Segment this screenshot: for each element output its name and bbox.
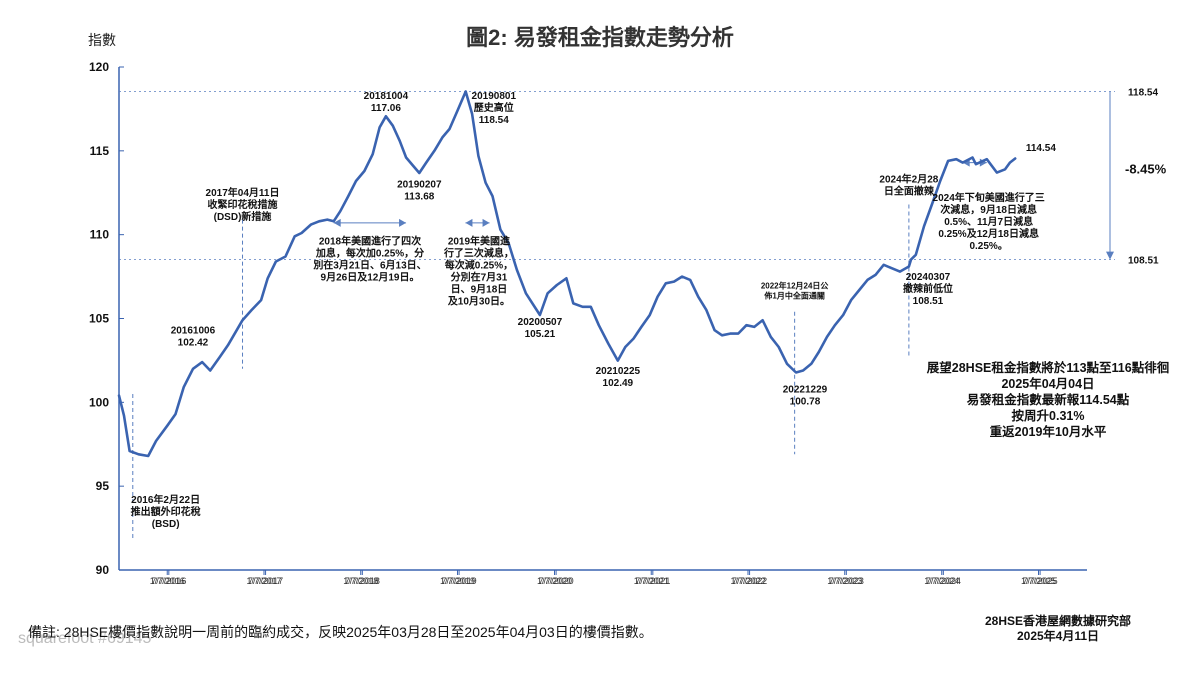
source-line-1: 28HSE香港屋網數據研究部 xyxy=(985,614,1132,628)
annotation-text: 102.49 xyxy=(603,378,634,389)
annotation-text: 114.54 xyxy=(1026,143,1056,154)
footnote: 備註: 28HSE樓價指數說明一周前的臨約成交，反映2025年03月28日至20… xyxy=(28,624,653,640)
annotation-text: 2024年2月28 xyxy=(879,173,938,186)
outlook-summary: 展望28HSE租金指數將於113點至116點徘徊 2025年04月04日 易發租… xyxy=(918,360,1178,440)
annotation-text: 117.06 xyxy=(371,103,401,114)
x-tick-label: 1/7/2021 xyxy=(634,576,669,586)
annotation-text: 撤辣前低位 xyxy=(903,282,953,295)
annotation-text: 2019年美國進 xyxy=(448,235,511,248)
x-tick-label: 1/7/2023 xyxy=(827,576,862,586)
reference-line-label: 118.54 xyxy=(1128,87,1158,98)
span-arrow-right xyxy=(482,218,490,227)
change-arrow-head xyxy=(1106,251,1114,260)
span-arrow-right xyxy=(399,218,407,227)
x-tick-label: 7/7/2018 xyxy=(345,576,380,586)
annotation-text: 0.25%。 xyxy=(969,241,1007,252)
annotation-text: 118.54 xyxy=(479,115,509,126)
summary-line-5: 重返2019年10月水平 xyxy=(989,425,1107,439)
x-tick-label: 7/7/2017 xyxy=(248,576,283,586)
annotation-text: 20221229 xyxy=(783,384,828,395)
y-tick-label: 90 xyxy=(96,563,110,577)
x-tick-label: 7/7/2021 xyxy=(635,576,670,586)
x-tick-label: 7/7/2023 xyxy=(829,576,864,586)
annotation-text: 2016年2月22日 xyxy=(131,493,200,506)
x-tick-label: 1/7/2020 xyxy=(537,576,572,586)
x-tick-label: 7/7/2024 xyxy=(926,576,961,586)
annotation-text: 20210225 xyxy=(596,366,641,377)
annotation-text: 20181004 xyxy=(364,91,409,102)
span-arrow-left xyxy=(333,218,341,227)
x-tick-label: 7/7/2022 xyxy=(732,576,767,586)
annotation-text: 2018年美國進行了四次 xyxy=(319,235,421,248)
annotation-text: 別在3月21日、6月13日、 xyxy=(312,259,426,272)
source-credit: 28HSE香港屋網數據研究部 2025年4月11日 xyxy=(985,614,1131,644)
chart-title: 圖2: 易發租金指數走勢分析 xyxy=(466,25,734,50)
annotation-text: 日、9月18日 xyxy=(451,284,508,296)
annotation-text: 佈1月中全面通關 xyxy=(763,290,824,300)
annotation-text: 20190207 xyxy=(397,180,442,191)
x-tick-label: 1/7/2019 xyxy=(440,576,475,586)
annotation-text: 2022年12月24日公 xyxy=(761,280,829,290)
y-tick-label: 95 xyxy=(96,479,110,493)
x-tick-label: 1/7/2022 xyxy=(730,576,765,586)
y-tick-label: 105 xyxy=(89,312,109,326)
annotation-text: 2024年下旬美國進行了三 xyxy=(933,191,1045,204)
summary-line-4: 按周升0.31% xyxy=(1011,409,1085,423)
x-tick-label: 7/7/2025 xyxy=(1023,576,1058,586)
annotation-text: 100.78 xyxy=(790,396,821,407)
y-tick-label: 120 xyxy=(89,60,109,74)
x-tick-label: 7/7/2016 xyxy=(151,576,186,586)
x-tick-label: 7/7/2020 xyxy=(539,576,574,586)
source-line-2: 2025年4月11日 xyxy=(1016,629,1100,643)
reference-line-label: 108.51 xyxy=(1128,256,1159,267)
annotation-text: 每次減0.25%， xyxy=(445,259,513,272)
annotation-text: 加息，每次加0.25%，分 xyxy=(315,247,424,260)
change-percent-label: -8.45% xyxy=(1125,162,1167,177)
annotation-text: 20240307 xyxy=(906,272,951,283)
annotation-text: 108.51 xyxy=(913,296,944,307)
summary-line-2: 2025年04月04日 xyxy=(1001,377,1095,391)
y-tick-label: 100 xyxy=(89,395,109,409)
annotation-text: 113.68 xyxy=(404,192,434,203)
y-tick-label: 115 xyxy=(90,144,110,158)
annotation-text: 0.25%及12月18日減息 xyxy=(938,227,1039,240)
span-arrow-left xyxy=(465,218,473,227)
annotation-text: 2017年04月11日 xyxy=(206,186,280,199)
x-tick-label: 1/7/2025 xyxy=(1021,576,1056,586)
annotation-text: 20190801 xyxy=(472,91,517,102)
y-axis-label: 指數 xyxy=(88,32,116,48)
annotation-text: (BSD) xyxy=(152,519,180,530)
summary-line-3: 易發租金指數最新報114.54點 xyxy=(966,393,1130,407)
annotation-text: (DSD)新措施 xyxy=(214,210,272,223)
x-tick-label: 1/7/2018 xyxy=(343,576,378,586)
annotation-text: 9月26日及12月19日。 xyxy=(321,272,420,284)
annotation-text: 105.21 xyxy=(525,329,556,340)
annotation-text: 102.42 xyxy=(178,338,209,349)
x-tick-label: 1/7/2024 xyxy=(924,576,959,586)
annotation-text: 次減息，9月18日減息 xyxy=(940,203,1037,216)
watermark: squarefoot #69145 xyxy=(18,630,152,647)
annotation-text: 日全面撤辣 xyxy=(884,185,935,198)
annotation-text: 分別在7月31 xyxy=(451,271,508,284)
annotation-text: 及10月30日。 xyxy=(448,296,510,308)
annotation-text: 歷史高位 xyxy=(474,101,514,114)
y-tick-label: 110 xyxy=(90,228,110,242)
x-tick-label: 1/7/2017 xyxy=(246,576,281,586)
annotation-text: 20161006 xyxy=(171,326,216,337)
annotation-text: 收緊印花稅措施 xyxy=(208,198,278,211)
annotation-text: 0.5%、11月7日減息 xyxy=(944,215,1033,228)
x-tick-label: 1/7/2016 xyxy=(150,576,185,586)
summary-line-1: 展望28HSE租金指數將於113點至116點徘徊 xyxy=(926,361,1170,375)
rent-index-line xyxy=(117,90,1017,458)
annotation-text: 行了三次減息， xyxy=(443,247,514,260)
x-tick-label: 7/7/2019 xyxy=(442,576,477,586)
annotation-text: 20200507 xyxy=(518,317,563,328)
annotation-text: 推出額外印花稅 xyxy=(131,505,201,518)
